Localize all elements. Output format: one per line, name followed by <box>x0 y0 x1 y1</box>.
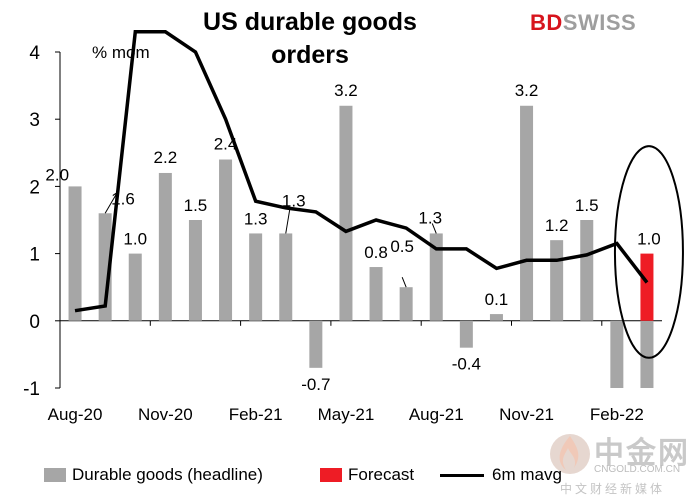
watermark-flame-icon <box>550 434 590 474</box>
bar <box>489 314 503 321</box>
data-label: 1.3 <box>282 191 306 210</box>
watermark-cn: 中金网 <box>594 437 690 470</box>
bar <box>68 186 82 321</box>
x-tick-label: May-21 <box>318 405 375 424</box>
bar <box>279 233 293 321</box>
bar <box>219 159 233 321</box>
bar <box>580 220 594 321</box>
bar <box>610 320 624 388</box>
y-tick-label: 4 <box>29 43 40 64</box>
data-label: 1.5 <box>184 196 208 215</box>
bar <box>550 240 564 321</box>
unit-label: % mom <box>92 43 150 62</box>
bar <box>429 233 443 321</box>
legend-swatch-mavg <box>440 473 484 477</box>
legend: Durable goods (headline) Forecast 6m mav… <box>0 462 700 490</box>
bar <box>158 172 172 321</box>
bar <box>369 267 383 321</box>
data-label: 0.1 <box>485 290 509 309</box>
data-label: 0.8 <box>364 243 388 262</box>
bar <box>98 213 112 321</box>
label-leader <box>285 209 291 234</box>
y-tick-label: -1 <box>23 379 40 400</box>
bar <box>249 233 263 321</box>
x-tick-label: Aug-20 <box>48 405 103 424</box>
data-label: 1.6 <box>111 189 135 208</box>
bdswiss-logo: BDSWISS <box>530 10 637 35</box>
y-tick-label: 0 <box>29 312 40 333</box>
legend-item-forecast: Forecast <box>320 465 414 485</box>
bar <box>309 320 323 368</box>
data-label: -0.4 <box>452 355 481 374</box>
data-label: 1.0 <box>123 230 147 249</box>
legend-label-mavg: 6m mavg <box>492 465 562 484</box>
watermark: 中金网 CNGOLD.COM.CN 中文财经新媒体 <box>548 428 688 496</box>
data-label: 1.3 <box>244 209 268 228</box>
bar <box>188 220 202 321</box>
legend-label-forecast: Forecast <box>348 465 415 484</box>
data-label: 0.5 <box>390 237 414 256</box>
legend-swatch-forecast <box>320 468 342 482</box>
y-tick-label: 3 <box>29 110 40 131</box>
legend-label-headline: Durable goods (headline) <box>72 465 263 484</box>
chart-title: US durable goods orders <box>203 8 417 69</box>
x-tick-label: Feb-22 <box>590 405 644 424</box>
bar <box>640 320 654 388</box>
data-label: 1.2 <box>545 216 569 235</box>
x-tick-label: Nov-21 <box>499 405 554 424</box>
watermark-en: CNGOLD.COM.CN <box>594 464 681 475</box>
data-label: 2.2 <box>154 148 178 167</box>
data-label: 2.0 <box>45 165 69 184</box>
y-tick-label: 2 <box>29 177 40 198</box>
watermark-sub: 中文财经新媒体 <box>560 482 666 496</box>
forecast-bar <box>640 253 654 321</box>
label-leader <box>401 277 407 288</box>
bar <box>520 105 534 321</box>
legend-item-mavg: 6m mavg <box>440 465 562 485</box>
bar <box>128 253 142 321</box>
mavg-line <box>74 30 649 313</box>
forecast-label: 1.0 <box>637 230 661 249</box>
label-leader <box>104 189 120 214</box>
x-tick-label: Nov-20 <box>138 405 193 424</box>
x-tick-label: Feb-21 <box>229 405 283 424</box>
bar <box>339 105 353 321</box>
data-label: 3.2 <box>515 81 539 100</box>
data-label: 1.3 <box>418 208 442 227</box>
legend-swatch-headline <box>44 468 66 482</box>
data-label: 3.2 <box>334 81 358 100</box>
bar <box>399 287 413 321</box>
data-label: -0.7 <box>301 375 330 394</box>
forecast-highlight-ellipse <box>613 145 684 359</box>
label-leader <box>431 223 437 234</box>
bar <box>459 320 473 348</box>
y-tick-label: 1 <box>29 245 40 266</box>
data-label: 2.4 <box>214 135 238 154</box>
data-label: 1.5 <box>575 196 599 215</box>
x-tick-label: Aug-21 <box>409 405 464 424</box>
legend-item-headline: Durable goods (headline) <box>44 465 263 485</box>
